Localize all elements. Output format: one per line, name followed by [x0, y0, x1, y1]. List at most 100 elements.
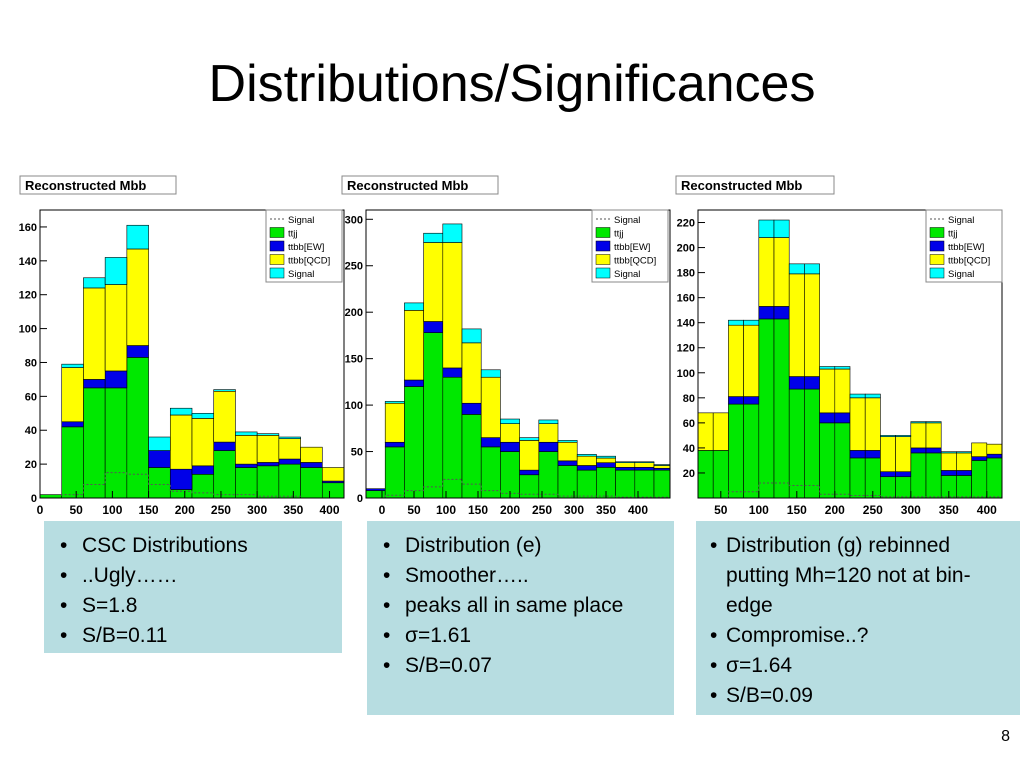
bar-ttjj — [773, 318, 790, 499]
x-tick-label: 250 — [532, 503, 552, 517]
bar-signal — [956, 451, 972, 454]
bar-ttjj — [423, 332, 444, 499]
x-tick-label: 250 — [863, 503, 883, 517]
bar-signal — [213, 389, 236, 392]
bar-ttbbew — [596, 462, 616, 468]
bar-ttbbqcd — [864, 397, 881, 451]
bar-ttbbew — [834, 412, 851, 424]
x-tick-label: 300 — [901, 503, 921, 517]
bar-ttjj — [728, 403, 744, 499]
bar-signal — [925, 421, 942, 424]
bar-ttjj — [743, 403, 760, 499]
note-item: σ=1.61 — [379, 621, 664, 651]
legend-swatch — [929, 267, 945, 279]
bar-ttjj — [849, 457, 866, 499]
bar-ttbbew — [773, 306, 790, 320]
bar-ttbbew — [404, 379, 424, 387]
bar-signal — [278, 436, 301, 440]
bar-ttbbqcd — [404, 310, 424, 381]
bar-signal — [480, 369, 501, 378]
y-tick-label: 250 — [345, 261, 363, 273]
bar-ttbbew — [500, 441, 520, 452]
bar-ttjj — [986, 457, 1003, 499]
bar-ttjj — [834, 422, 851, 499]
y-tick-label: 200 — [345, 307, 363, 319]
x-tick-label: 250 — [211, 503, 231, 517]
legend-swatch — [929, 254, 945, 265]
x-tick-label: 0 — [37, 503, 44, 517]
notes-box-3: Distribution (g) rebinned putting Mh=120… — [696, 521, 1020, 715]
histogram-chart-2: Reconstructed Mbb 0 50 100 150 200 250 300 0 50 10… — [341, 175, 671, 517]
bar-ttjj — [126, 357, 149, 499]
bar-ttbbew — [864, 450, 881, 459]
bar-ttbbqcd — [758, 237, 775, 307]
legend-swatch — [929, 227, 945, 238]
bar-ttbbew — [849, 450, 866, 459]
bar-ttbbqcd — [256, 435, 280, 463]
bar-signal — [538, 419, 559, 424]
bar-ttbbqcd — [235, 435, 258, 465]
bar-ttbbew — [365, 488, 386, 491]
bar-ttbbqcd — [300, 446, 323, 463]
legend-label: ttbb[EW] — [614, 242, 650, 253]
bar-ttjj — [256, 465, 280, 499]
note-item: S=1.8 — [56, 591, 332, 621]
x-tick-label: 300 — [564, 503, 584, 517]
bar-ttbbew — [895, 471, 912, 478]
bar-ttjj — [83, 387, 106, 499]
chart-legend: Signal ttjj ttbb[EW] ttbb[QCD] Signal — [925, 209, 1003, 283]
bar-signal — [126, 224, 149, 250]
bar-signal — [940, 451, 957, 454]
note-item: peaks all in same place — [379, 591, 664, 621]
x-tick-label: 400 — [977, 503, 997, 517]
bar-ttbbew — [191, 465, 215, 475]
chart-title-box — [341, 175, 499, 195]
chart-legend: Signal ttjj ttbb[EW] ttbb[QCD] Signal — [591, 209, 669, 283]
bar-signal — [442, 223, 463, 243]
notes-box-1: CSC Distributions ..Ugly…… S=1.8 S/B=0.1… — [44, 521, 342, 653]
bar-ttbbqcd — [500, 423, 520, 443]
bar-ttbbew — [461, 402, 482, 415]
bar-ttbbqcd — [576, 455, 597, 466]
chart-title-box — [19, 175, 177, 195]
bar-ttbbew — [576, 465, 597, 471]
bar-ttbbqcd — [615, 462, 636, 468]
bar-ttbbew — [986, 453, 1003, 459]
y-tick-label: 0 — [357, 493, 363, 505]
bar-ttbbqcd — [519, 440, 540, 471]
bar-ttbbew — [169, 468, 193, 490]
bar-signal — [615, 461, 636, 463]
legend-label: ttjj — [948, 229, 958, 240]
histogram-panel-3: Reconstructed Mbb 20 40 60 80 100 120 140 160 180… — [672, 168, 1012, 520]
bar-ttbbew — [538, 441, 559, 452]
bar-ttjj — [235, 467, 258, 499]
y-tick-label: 120 — [19, 290, 37, 302]
y-tick-label: 0 — [31, 493, 37, 505]
bar-ttbbqcd — [849, 397, 866, 451]
chart-title: Reconstructed Mbb — [681, 178, 802, 193]
bar-signal — [834, 366, 851, 370]
bar-signal — [653, 464, 671, 466]
bar-ttjj — [819, 422, 836, 499]
x-tick-label: 100 — [749, 503, 769, 517]
histogram-chart-1: Reconstructed Mbb 0 20 40 60 80 100 120 140 160 0 5… — [19, 175, 345, 517]
bar-ttbbqcd — [712, 412, 729, 451]
y-tick-label: 140 — [677, 318, 695, 330]
bar-signal — [61, 363, 84, 368]
note-item: Smoother….. — [379, 561, 664, 591]
bar-ttbbqcd — [697, 412, 714, 451]
legend-label: Signal — [288, 269, 314, 280]
bar-ttjj — [956, 475, 972, 499]
bar-signal — [461, 328, 482, 344]
bar-ttbbew — [213, 441, 236, 451]
x-tick-label: 50 — [714, 503, 728, 517]
slide-title: Distributions/Significances — [208, 55, 816, 113]
bar-ttbbew — [83, 379, 106, 389]
bar-ttjj — [61, 426, 84, 499]
legend-label: ttbb[QCD] — [614, 256, 656, 267]
bar-ttbbqcd — [773, 237, 790, 307]
x-tick-label: 300 — [247, 503, 267, 517]
bar-ttbbew — [819, 412, 836, 424]
bar-ttbbew — [235, 463, 258, 468]
y-tick-label: 140 — [19, 256, 37, 268]
